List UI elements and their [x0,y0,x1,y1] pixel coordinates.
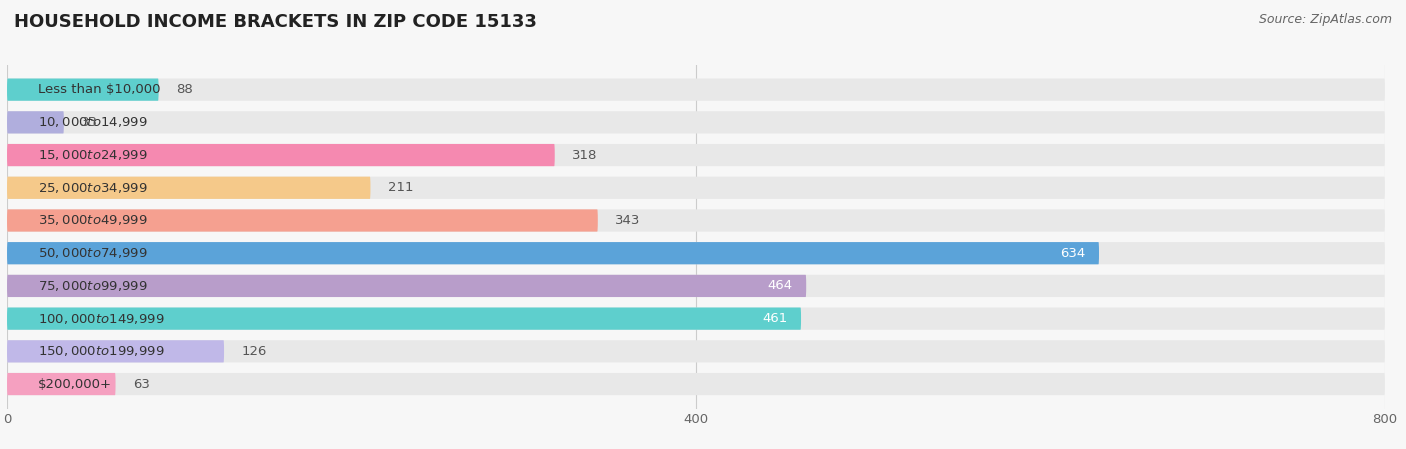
FancyBboxPatch shape [7,340,224,362]
Text: 464: 464 [768,279,793,292]
FancyBboxPatch shape [7,242,1099,264]
FancyBboxPatch shape [7,308,1385,330]
Text: Source: ZipAtlas.com: Source: ZipAtlas.com [1258,13,1392,26]
Text: 634: 634 [1060,247,1085,260]
FancyBboxPatch shape [7,209,598,232]
Text: $35,000 to $49,999: $35,000 to $49,999 [38,213,148,228]
Text: 318: 318 [572,149,598,162]
FancyBboxPatch shape [7,373,115,395]
FancyBboxPatch shape [7,144,555,166]
Text: HOUSEHOLD INCOME BRACKETS IN ZIP CODE 15133: HOUSEHOLD INCOME BRACKETS IN ZIP CODE 15… [14,13,537,31]
Text: 63: 63 [132,378,149,391]
FancyBboxPatch shape [7,308,801,330]
Text: $100,000 to $149,999: $100,000 to $149,999 [38,312,165,326]
Text: $50,000 to $74,999: $50,000 to $74,999 [38,246,148,260]
Text: 88: 88 [176,83,193,96]
FancyBboxPatch shape [7,176,1385,199]
Text: $75,000 to $99,999: $75,000 to $99,999 [38,279,148,293]
FancyBboxPatch shape [7,176,370,199]
Text: 461: 461 [762,312,787,325]
FancyBboxPatch shape [7,79,159,101]
FancyBboxPatch shape [7,340,1385,362]
Text: $10,000 to $14,999: $10,000 to $14,999 [38,115,148,129]
Text: $25,000 to $34,999: $25,000 to $34,999 [38,181,148,195]
Text: $15,000 to $24,999: $15,000 to $24,999 [38,148,148,162]
FancyBboxPatch shape [7,242,1385,264]
FancyBboxPatch shape [7,275,1385,297]
FancyBboxPatch shape [7,144,1385,166]
Text: 211: 211 [388,181,413,194]
Text: Less than $10,000: Less than $10,000 [38,83,160,96]
FancyBboxPatch shape [7,373,1385,395]
FancyBboxPatch shape [7,275,806,297]
Text: $200,000+: $200,000+ [38,378,112,391]
FancyBboxPatch shape [7,111,63,133]
Text: 33: 33 [82,116,98,129]
FancyBboxPatch shape [7,209,1385,232]
FancyBboxPatch shape [7,111,1385,133]
Text: 343: 343 [614,214,640,227]
FancyBboxPatch shape [7,79,1385,101]
Text: $150,000 to $199,999: $150,000 to $199,999 [38,344,165,358]
Text: 126: 126 [242,345,267,358]
